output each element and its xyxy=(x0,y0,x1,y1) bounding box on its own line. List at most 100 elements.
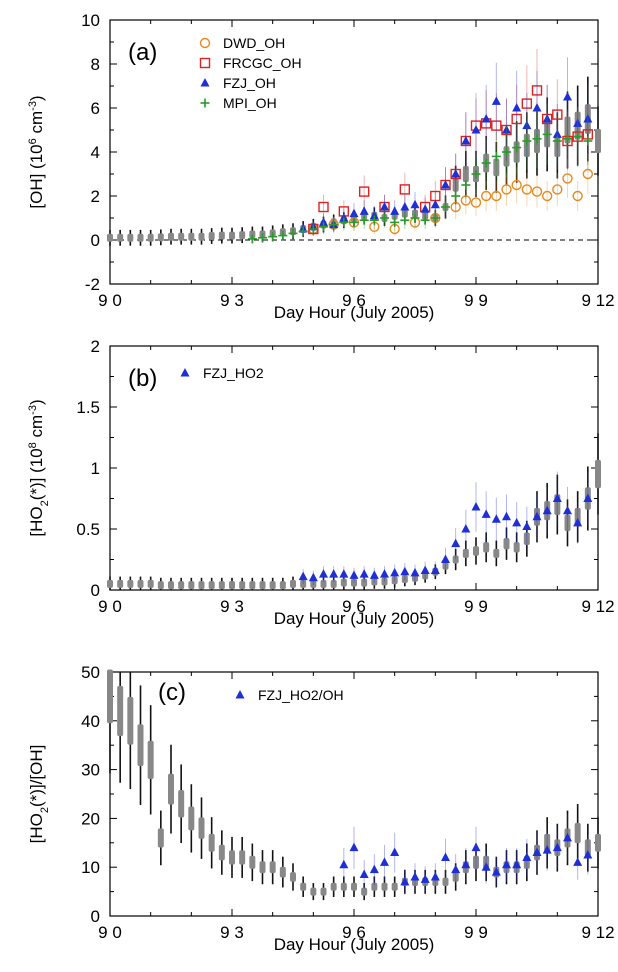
data-point xyxy=(410,213,420,223)
model-mark xyxy=(340,882,347,891)
data-point xyxy=(502,511,511,521)
data-point xyxy=(441,202,450,212)
data-point xyxy=(481,158,491,168)
model-mark xyxy=(462,548,469,558)
model-mark xyxy=(208,581,215,590)
x-axis-label: Day Hour (July 2005) xyxy=(274,609,435,628)
data-point xyxy=(512,143,522,153)
model-mark xyxy=(239,850,246,865)
model-mark xyxy=(503,537,510,550)
data-point xyxy=(390,206,400,215)
series-MPI_OH xyxy=(247,104,593,244)
data-point xyxy=(420,215,430,225)
model-mark xyxy=(462,165,469,183)
y-tick-label: 4 xyxy=(91,143,100,162)
data-point xyxy=(542,114,552,123)
data-point xyxy=(308,572,318,582)
x-tick-label: 9 0 xyxy=(98,923,122,942)
model-mark xyxy=(137,233,144,242)
data-point xyxy=(318,201,329,213)
model-mark xyxy=(259,581,266,590)
y-axis-label-part: [OH] (10 xyxy=(27,144,46,208)
data-point xyxy=(531,186,543,197)
legend-label: FZJ_HO2/OH xyxy=(258,687,344,703)
data-point xyxy=(491,867,501,876)
data-point xyxy=(359,206,369,215)
data-point xyxy=(278,231,288,241)
data-point xyxy=(573,517,583,527)
model-mark xyxy=(127,696,134,745)
y-axis-label: [HO2(*)] (108 cm-3) xyxy=(27,399,51,536)
data-point xyxy=(339,569,349,578)
data-point xyxy=(369,864,379,874)
data-point xyxy=(359,215,369,225)
model-mark xyxy=(249,855,256,869)
data-point xyxy=(552,136,562,146)
y-axis-label-part: HO xyxy=(27,813,46,839)
y-axis-label-part: ) xyxy=(27,95,46,101)
x-tick-label: 9 6 xyxy=(342,923,366,942)
model-mark xyxy=(595,833,601,852)
model-mark xyxy=(361,578,368,587)
legend-label: MPI_OH xyxy=(223,95,277,111)
y-axis-label-part: cm xyxy=(27,415,46,442)
data-point xyxy=(420,204,430,213)
data-point xyxy=(573,118,583,127)
model-mark xyxy=(198,817,205,839)
model-mark xyxy=(218,844,225,861)
y-axis-label-part: HO xyxy=(27,506,46,532)
data-point xyxy=(491,514,501,523)
data-point xyxy=(531,85,543,96)
model-mark xyxy=(107,233,113,242)
panel-label: (c) xyxy=(158,679,186,706)
data-point xyxy=(319,222,328,232)
data-point xyxy=(502,859,511,869)
data-point xyxy=(329,220,339,230)
data-point xyxy=(399,184,411,195)
data-point xyxy=(441,554,450,563)
data-point xyxy=(502,147,511,157)
data-point xyxy=(369,215,379,225)
model-mark xyxy=(168,581,174,590)
y-tick-label: 50 xyxy=(81,663,100,682)
model-mark xyxy=(168,773,174,805)
x-tick-label: 9 0 xyxy=(98,597,122,616)
model-mark xyxy=(127,233,134,242)
data-point xyxy=(512,517,522,527)
y-tick-label: 30 xyxy=(81,761,100,780)
model-mark xyxy=(442,877,449,887)
model-mark xyxy=(218,581,225,590)
data-point xyxy=(552,842,562,852)
data-point xyxy=(319,217,328,226)
model-mark xyxy=(178,232,185,241)
model-mark xyxy=(452,178,459,192)
model-mark xyxy=(371,577,378,586)
data-point xyxy=(532,511,542,521)
data-point xyxy=(380,202,389,211)
model-mark xyxy=(218,231,225,240)
y-axis-label-part: 2 xyxy=(39,807,51,813)
model-mark xyxy=(483,542,490,553)
legend-marker xyxy=(235,690,245,699)
data-point xyxy=(470,197,482,208)
x-tick-label: 9 12 xyxy=(581,291,614,310)
y-axis-label-part: (*)] (10 xyxy=(27,448,46,500)
data-point xyxy=(471,842,481,852)
model-mark xyxy=(381,577,388,586)
model-mark xyxy=(188,581,195,590)
data-point xyxy=(572,190,583,202)
x-tick-label: 9 9 xyxy=(464,291,488,310)
data-point xyxy=(359,869,369,879)
data-point xyxy=(339,213,349,222)
series-DWD_OH xyxy=(308,153,594,236)
data-point xyxy=(480,190,492,202)
model-mark xyxy=(147,579,154,588)
data-point xyxy=(380,569,389,578)
data-point xyxy=(298,571,308,581)
model-mark xyxy=(310,887,317,896)
data-point xyxy=(552,184,563,195)
data-point xyxy=(369,210,379,220)
data-point xyxy=(542,845,552,854)
data-point xyxy=(511,179,522,191)
